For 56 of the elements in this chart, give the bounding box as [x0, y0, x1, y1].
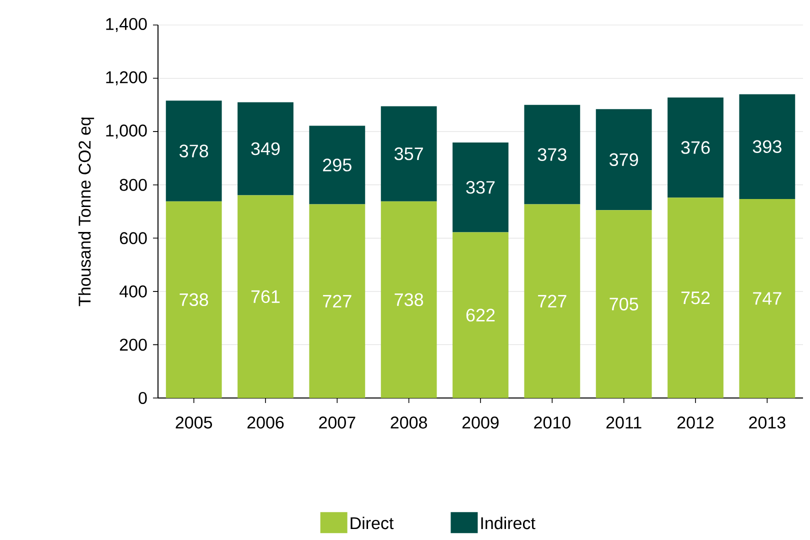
bar — [596, 210, 652, 398]
bar — [238, 102, 294, 196]
bar — [380, 106, 437, 202]
y-tick-label: 200 — [120, 338, 147, 351]
data-label: 379 — [610, 153, 638, 166]
data-label: 761 — [251, 290, 280, 303]
data-label: 295 — [323, 158, 352, 172]
bar — [524, 204, 580, 398]
data-label: 727 — [538, 294, 566, 308]
x-tick-label: 2009 — [462, 416, 499, 429]
x-tick-label: 2006 — [247, 416, 284, 429]
bar — [309, 204, 366, 398]
bar — [238, 195, 294, 398]
y-tick-label: 1,000 — [106, 124, 147, 139]
x-tick-label: 2010 — [534, 416, 570, 429]
data-label: 738 — [180, 293, 208, 306]
bar — [668, 97, 724, 198]
data-label: 357 — [394, 147, 423, 160]
bar — [596, 109, 652, 210]
data-label: 349 — [251, 142, 280, 156]
y-axis-title: Thousand Tonne CO2 eq — [78, 118, 94, 306]
bar — [668, 198, 724, 398]
data-label: 393 — [752, 140, 782, 153]
x-tick-label: 2008 — [390, 416, 428, 429]
data-label: 738 — [394, 293, 424, 306]
data-label: 373 — [538, 148, 566, 161]
y-tick-label: 1,200 — [106, 71, 147, 86]
bar — [166, 100, 222, 202]
x-tick-label: 2012 — [677, 416, 714, 429]
x-tick-label: 2011 — [606, 416, 642, 429]
bar — [166, 201, 222, 398]
x-tick-label: 2005 — [176, 416, 212, 429]
y-tick-label: 1,400 — [106, 18, 147, 32]
bar — [739, 198, 796, 398]
data-label: 622 — [466, 308, 495, 322]
legend-label: Indirect — [481, 516, 536, 530]
y-tick-label: 600 — [120, 232, 147, 244]
bar — [452, 232, 508, 398]
bar — [524, 104, 580, 204]
data-label: 376 — [681, 141, 710, 154]
legend-label: Direct — [350, 516, 394, 530]
x-tick-label: 2013 — [749, 416, 786, 429]
data-label: 747 — [753, 292, 782, 305]
y-tick-label: 0 — [138, 392, 147, 404]
data-label: 752 — [681, 291, 710, 304]
y-tick-label: 400 — [119, 285, 147, 298]
bar — [309, 126, 366, 204]
data-label: 705 — [610, 298, 638, 310]
x-tick-label: 2007 — [319, 416, 356, 429]
data-label: 727 — [323, 294, 352, 308]
y-tick-label: 800 — [120, 178, 147, 191]
bar — [739, 94, 796, 199]
data-label: 378 — [180, 144, 208, 158]
bar — [380, 201, 437, 398]
bar — [452, 142, 508, 232]
data-label: 337 — [466, 181, 495, 194]
